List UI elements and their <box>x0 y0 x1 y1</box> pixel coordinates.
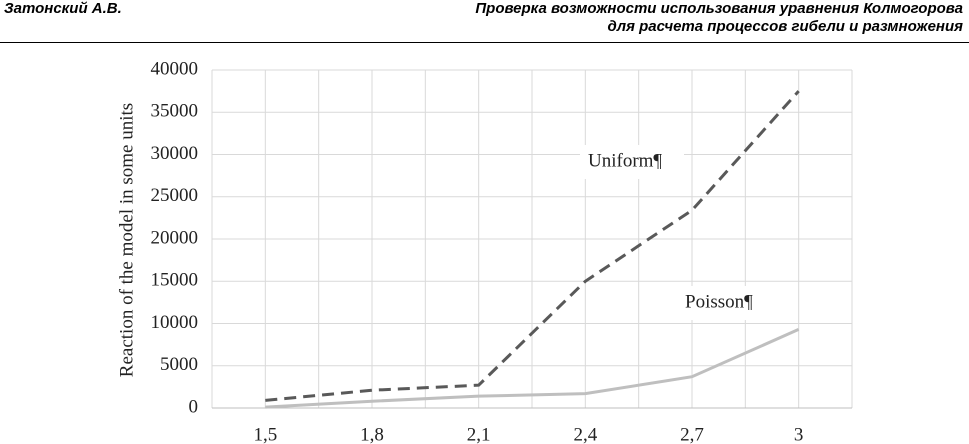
series-annotation: Poisson¶ <box>685 291 753 312</box>
y-tick-label: 0 <box>189 396 199 417</box>
header-title-line: Проверка возможности использования уравн… <box>475 0 963 17</box>
x-tick-label: 1,5 <box>253 424 277 444</box>
x-tick-label: 2,7 <box>680 424 704 444</box>
series-annotation: Uniform¶ <box>588 150 662 171</box>
x-tick-label: 3 <box>794 424 804 444</box>
y-tick-label: 5000 <box>160 354 198 375</box>
x-tick-label: 2,4 <box>573 424 597 444</box>
y-tick-label: 35000 <box>151 101 199 122</box>
y-tick-label: 40000 <box>151 58 199 79</box>
y-tick-label: 20000 <box>151 227 199 248</box>
x-tick-label: 2,1 <box>467 424 491 444</box>
header-title: Проверка возможности использования уравн… <box>475 0 963 36</box>
y-tick-label: 15000 <box>151 270 199 291</box>
header-title-line: для расчета процессов гибели и размножен… <box>607 18 963 35</box>
y-tick-label: 25000 <box>151 185 199 206</box>
annotation-box <box>580 145 684 179</box>
y-tick-label: 10000 <box>151 312 199 333</box>
y-axis-label: Reaction of the model in some units <box>116 103 137 377</box>
line-series <box>265 328 800 409</box>
header-rule <box>0 42 969 43</box>
y-tick-label: 30000 <box>151 143 199 164</box>
annotation-box <box>677 286 781 320</box>
header-author: Затонский А.В. <box>4 0 122 17</box>
line-series <box>265 90 800 402</box>
x-tick-label: 1,8 <box>360 424 384 444</box>
